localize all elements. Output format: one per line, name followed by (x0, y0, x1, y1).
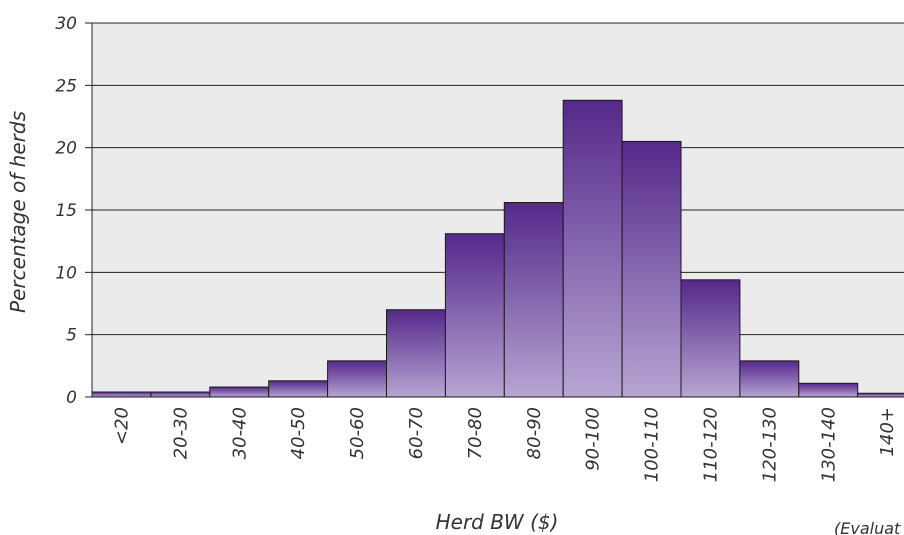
x-tick-label: 20-30 (170, 407, 191, 459)
bar-70-80 (444, 233, 505, 398)
bar-<20 (91, 391, 152, 398)
x-tick-label: 80-90 (524, 407, 545, 459)
y-tick-label: 5 (66, 326, 77, 346)
y-tick-label: 10 (55, 263, 77, 283)
x-tick-label: 130-140 (818, 407, 839, 482)
y-tick-label: 15 (55, 201, 77, 221)
x-tick-label: 60-70 (406, 407, 427, 459)
y-tick-label: 0 (66, 388, 77, 408)
x-tick-label: 50-60 (347, 407, 368, 459)
x-tick-label: 90-100 (583, 407, 604, 471)
bar-40-50 (268, 380, 329, 398)
y-tick-label: 20 (55, 139, 77, 159)
x-tick-label: 140+ (877, 407, 898, 456)
x-tick-label: <20 (111, 407, 132, 445)
bar-50-60 (327, 360, 388, 398)
x-tick-label: 70-80 (465, 407, 486, 459)
x-tick-label: 40-50 (288, 407, 309, 459)
y-tick-label: 25 (55, 76, 77, 96)
bar-90-100 (562, 99, 623, 398)
y-axis-title: Percentage of herds (6, 111, 30, 313)
x-tick-labels: <20 20-30 30-40 40-50 50-60 60-70 70-80 80-90 90… (111, 407, 898, 482)
bar-140+ (857, 392, 904, 398)
bar-20-30 (150, 391, 211, 398)
x-tick-label: 30-40 (229, 407, 250, 459)
y-tick-label: 30 (55, 14, 77, 34)
bar-120-130 (739, 360, 800, 398)
bar-30-40 (209, 386, 270, 398)
footnote-text: (Evaluat (834, 519, 901, 535)
x-tick-label: 120-130 (759, 407, 780, 482)
bar-110-120 (680, 279, 741, 398)
bar-80-90 (503, 202, 564, 398)
x-axis-title: Herd BW ($) (436, 510, 559, 534)
bar-60-70 (386, 309, 446, 398)
bar-130-140 (798, 382, 859, 398)
bar-100-110 (621, 140, 682, 398)
x-tick-label: 100-110 (642, 407, 663, 482)
bars (91, 99, 904, 398)
x-tick-label: 110-120 (700, 407, 721, 482)
y-tick-labels: 0 5 10 15 20 25 30 (55, 14, 77, 408)
